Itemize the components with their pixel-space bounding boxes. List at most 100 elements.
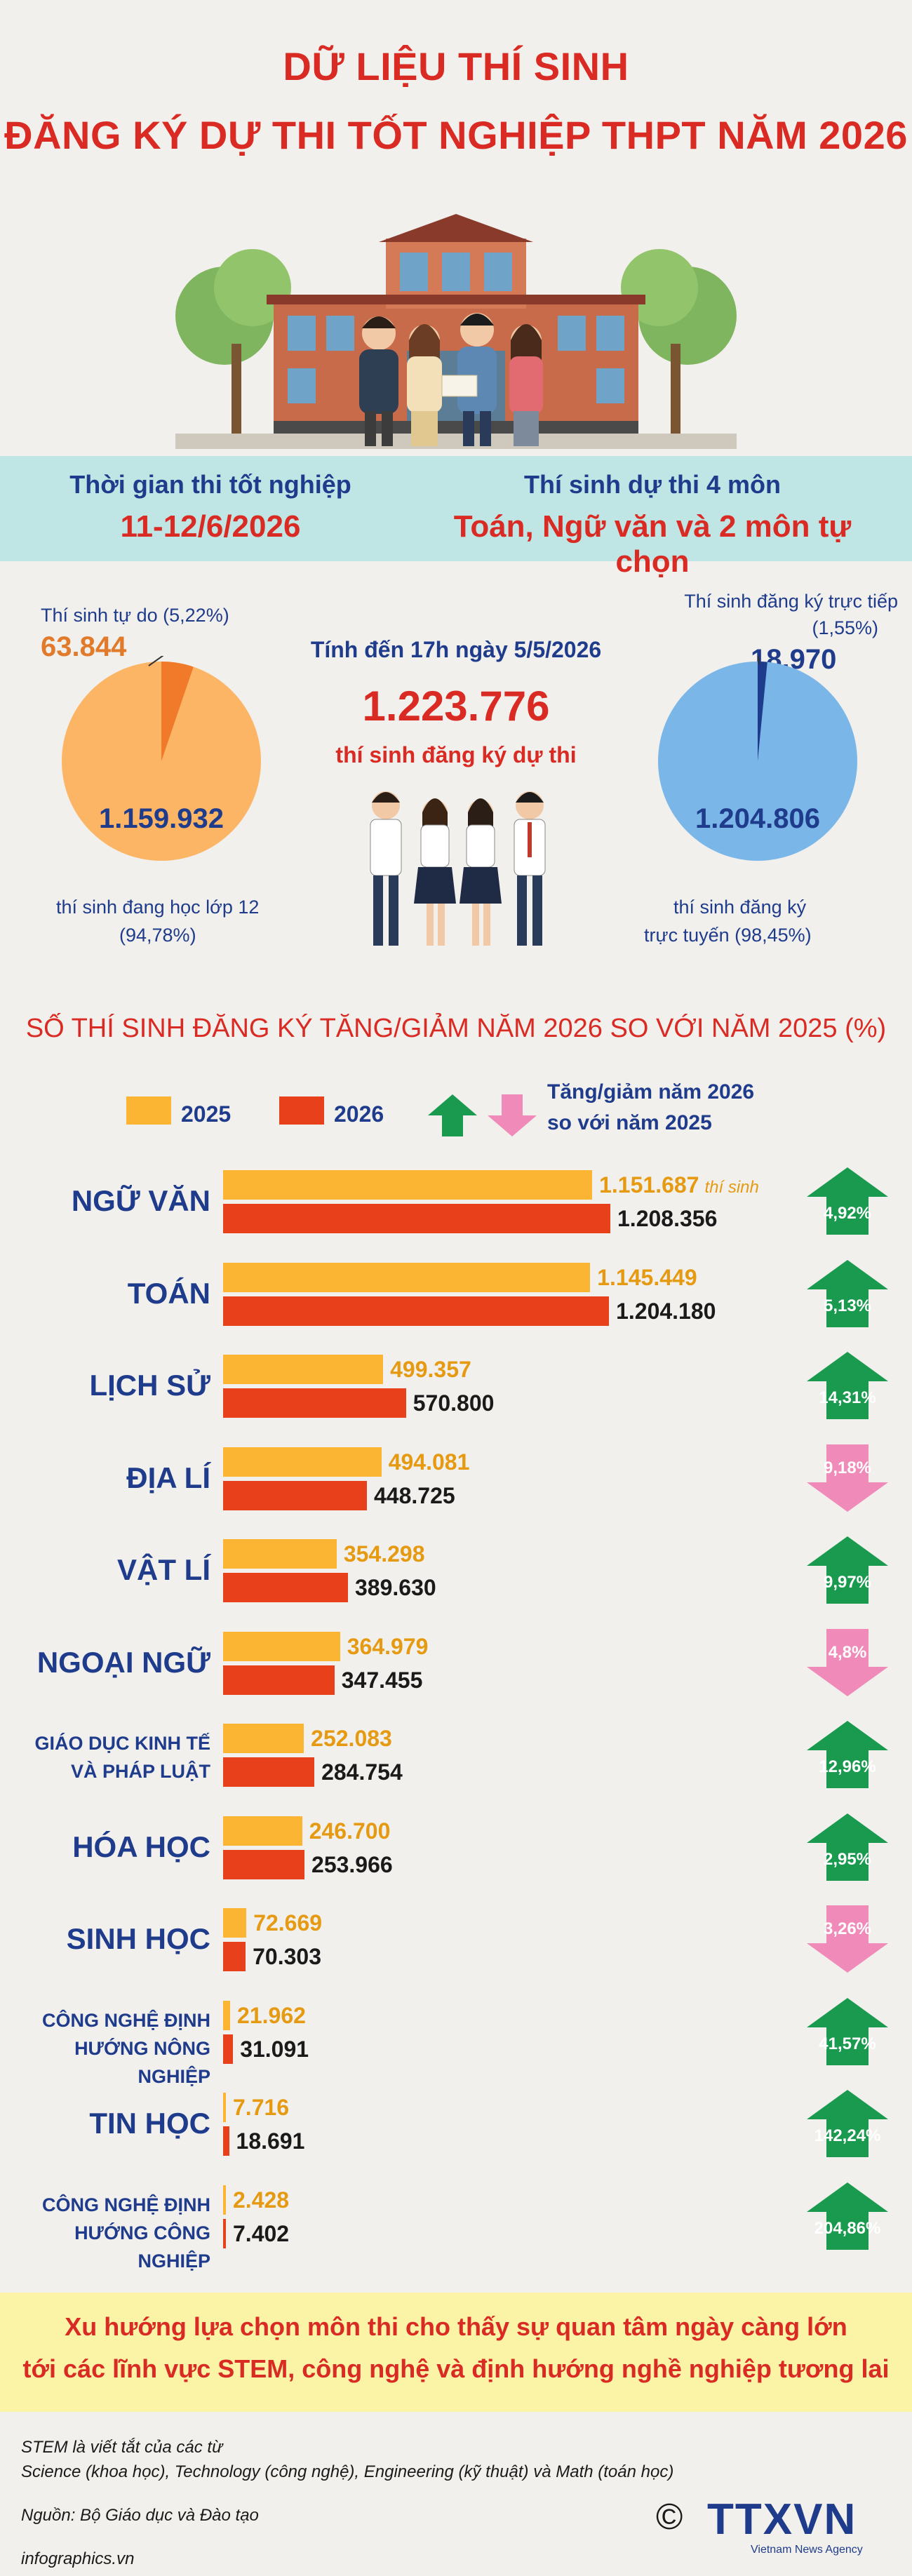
- subject-label-line: LỊCH SỬ: [89, 1369, 210, 1402]
- bar-2025: [223, 1908, 247, 1938]
- change-percent: 5,13%: [823, 1296, 872, 1315]
- bar-2026-label: 389.630: [354, 1575, 436, 1600]
- bar-2026-label: 284.754: [321, 1759, 403, 1785]
- bar-2026: [223, 2034, 234, 2064]
- subject-label: GIÁO DỤC KINH TẾ VÀ PHÁP LUẬT: [14, 1729, 210, 1785]
- subject-label-line: GIÁO DỤC KINH TẾ: [34, 1733, 210, 1754]
- bar-2026-label: 70.303: [253, 1944, 321, 1969]
- bar-2025: [223, 2000, 231, 2030]
- left-pie-chart: [62, 656, 261, 861]
- exam-time-block: Thời gian thi tốt nghiệp 11-12/6/2026: [0, 470, 421, 544]
- change-percent: 2,95%: [823, 1849, 872, 1869]
- change-down-arrow-icon: [807, 1628, 888, 1696]
- total-candidates: 1.223.776: [362, 683, 550, 730]
- subject-label-line: HÓA HỌC: [72, 1830, 210, 1863]
- free-candidates-value: 63.844: [41, 631, 127, 662]
- stem-note-line1: STEM là viết tắt của các từ: [21, 2438, 223, 2457]
- subject-label-line: VÀ PHÁP LUẬT: [70, 1761, 210, 1782]
- grade12-value: 1.159.932: [99, 803, 224, 834]
- bar-2025: [223, 1631, 340, 1661]
- site-note: infographics.vn: [21, 2549, 135, 2568]
- subject-label: NGOẠI NGỮ: [14, 1644, 210, 1681]
- students-group-illustration: [370, 791, 546, 946]
- bar-2025: [223, 2093, 226, 2122]
- change-percent: 14,31%: [819, 1388, 876, 1407]
- bar-2025-label: 354.298: [343, 1541, 425, 1567]
- chart-title: SỐ THÍ SINH ĐĂNG KÝ TĂNG/GIẢM NĂM 2026 S…: [25, 1014, 887, 1043]
- change-up-arrow-icon: [807, 1721, 888, 1788]
- bar-2026: [223, 1388, 406, 1418]
- free-candidates-label: Thí sinh tự do (5,22%): [41, 605, 229, 626]
- change-up-arrow-icon: [807, 1352, 888, 1419]
- right-pie-chart: [658, 656, 857, 861]
- bar-2025: [223, 1539, 337, 1569]
- page-title-line1: DỮ LIỆU THÍ SINH: [283, 44, 629, 88]
- legend-change-arrows: [428, 1094, 537, 1136]
- change-up-arrow-icon: [807, 2090, 888, 2157]
- bar-2026-label: 347.455: [341, 1667, 423, 1693]
- subject-label-line: VẬT LÍ: [117, 1553, 210, 1586]
- page-title-line2: ĐĂNG KÝ DỰ THI TỐT NGHIỆP THPT NĂM 2026: [4, 113, 908, 157]
- bar-2025-label: 2.428: [233, 2187, 290, 2213]
- change-up-arrow-icon: [807, 2182, 888, 2250]
- subject-label: TOÁN: [14, 1275, 210, 1312]
- exam-subjects-value: Toán, Ngữ văn và 2 môn tự chọn: [453, 509, 852, 579]
- legend-down-arrow-icon: [488, 1094, 537, 1136]
- change-percent: 12,96%: [819, 1757, 876, 1776]
- bar-2025-label: 246.700: [309, 1818, 391, 1844]
- bar-2025-label: 499.357: [390, 1357, 471, 1382]
- online-registration-percent: trực tuyến (98,45%): [644, 925, 812, 946]
- bar-2025-label: 364.979: [347, 1633, 429, 1659]
- legend-change-label-line1: Tăng/giảm năm 2026: [547, 1080, 755, 1103]
- bar-2026: [223, 1204, 610, 1233]
- bar-2025: [223, 1170, 593, 1200]
- trend-band: Xu hướng lựa chọn môn thi cho thấy sự qu…: [0, 2293, 912, 2412]
- change-up-arrow-icon: [807, 1259, 888, 1327]
- change-up-arrow-icon: [807, 1167, 888, 1235]
- subject-label-line: ĐỊA LÍ: [126, 1461, 210, 1494]
- copyright-symbol: ©: [656, 2497, 683, 2537]
- right-pie-small-slice: [758, 662, 767, 761]
- subject-label: TIN HỌC: [14, 2105, 210, 2142]
- bar-2025: [223, 2185, 226, 2215]
- school-students-illustration: [175, 210, 737, 449]
- bar-2025-label: 1.151.687 thí sinh: [599, 1172, 759, 1198]
- stem-note-line2: Science (khoa học), Technology (công ngh…: [21, 2462, 674, 2481]
- change-percent: 4,8%: [828, 1642, 867, 1662]
- bar-2026-label: 570.800: [413, 1390, 495, 1416]
- online-registration-label: thí sinh đăng ký: [673, 897, 807, 918]
- bar-2025-label: 252.083: [311, 1726, 392, 1751]
- bar-2026-label: 1.208.356: [617, 1206, 718, 1231]
- subject-label-line: NGOẠI NGỮ: [36, 1645, 210, 1679]
- change-percent: 3,26%: [823, 1919, 872, 1938]
- exam-subjects-label: Thí sinh dự thi 4 môn: [523, 470, 782, 499]
- subject-label: CÔNG NGHỆ ĐỊNH HƯỚNG CÔNG NGHIỆP: [14, 2191, 210, 2275]
- change-percent: 41,57%: [819, 2034, 876, 2053]
- subject-label-line: HƯỚNG CÔNG NGHIỆP: [74, 2222, 210, 2272]
- total-candidates-label: thí sinh đăng ký dự thi: [335, 742, 577, 767]
- subject-label: ĐỊA LÍ: [14, 1460, 210, 1496]
- legend-up-arrow-icon: [428, 1094, 477, 1136]
- ttxvn-logo-subtitle: Vietnam News Agency: [751, 2544, 863, 2556]
- legend-2026-label: 2026: [334, 1101, 384, 1127]
- change-percent: 142,24%: [814, 2126, 881, 2145]
- grade12-percent: (94,78%): [119, 925, 196, 946]
- bar-2026: [223, 1480, 367, 1510]
- bar-2026-label: 1.204.180: [616, 1298, 716, 1324]
- as-of-date: Tính đến 17h ngày 5/5/2026: [310, 637, 602, 662]
- exam-time-value: 11-12/6/2026: [120, 509, 301, 544]
- bar-2026: [223, 1849, 305, 1879]
- bar-2026: [223, 1573, 348, 1602]
- change-up-arrow-icon: [807, 1997, 888, 2065]
- left-pie-small-slice: [161, 662, 194, 761]
- change-down-arrow-icon: [807, 1905, 888, 1973]
- bar-2025: [223, 1724, 304, 1753]
- online-registration-value: 1.204.806: [695, 803, 820, 834]
- direct-registration-label: Thí sinh đăng ký trực tiếp: [684, 591, 898, 612]
- legend-change-label-line2: so với năm 2025: [547, 1111, 712, 1134]
- bar-2026-label: 448.725: [373, 1482, 455, 1508]
- bar-2026-label: 18.691: [236, 2128, 305, 2154]
- bar-2025-label: 72.669: [253, 1910, 323, 1936]
- subject-label-line: SINH HỌC: [66, 1922, 210, 1955]
